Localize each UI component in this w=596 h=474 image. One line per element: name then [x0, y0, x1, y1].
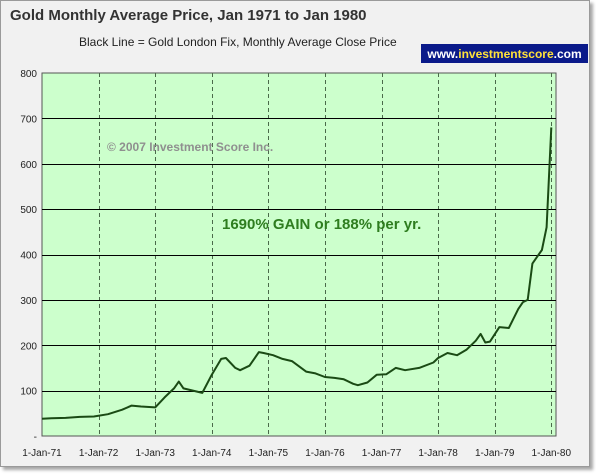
brand-highlight: investmentscore: [458, 46, 554, 61]
x-tick-label: 1-Jan-76: [305, 448, 345, 459]
brand-badge[interactable]: www. investmentscore .com: [421, 44, 588, 63]
x-tick-label: 1-Jan-80: [532, 448, 572, 459]
y-tick-label: 700: [20, 114, 37, 125]
chart-title: Gold Monthly Average Price, Jan 1971 to …: [10, 7, 367, 24]
y-tick-label: 500: [20, 205, 37, 216]
gain-annotation: 1690% GAIN or 188% per yr.: [222, 216, 421, 233]
copyright-watermark: © 2007 Investment Score Inc.: [107, 140, 273, 154]
x-tick-label: 1-Jan-77: [362, 448, 402, 459]
gold-price-line: [41, 127, 553, 420]
y-tick-label: -: [34, 432, 37, 443]
x-tick-label: 1-Jan-74: [192, 448, 232, 459]
plot-area: [41, 72, 557, 437]
x-tick-label: 1-Jan-78: [418, 448, 458, 459]
y-tick-label: 300: [20, 296, 37, 307]
x-tick-label: 1-Jan-79: [475, 448, 515, 459]
brand-suffix: .com: [553, 46, 582, 61]
y-tick-label: 400: [20, 251, 37, 262]
x-tick-label: 1-Jan-75: [249, 448, 289, 459]
brand-prefix: www.: [427, 46, 459, 61]
y-tick-label: 100: [20, 387, 37, 398]
x-tick-label: 1-Jan-73: [135, 448, 175, 459]
y-tick-label: 800: [20, 69, 37, 80]
y-tick-label: 600: [20, 160, 37, 171]
chart-subtitle: Black Line = Gold London Fix, Monthly Av…: [79, 35, 397, 49]
y-tick-label: 200: [20, 341, 37, 352]
x-tick-label: 1-Jan-72: [79, 448, 119, 459]
x-tick-label: 1-Jan-71: [22, 448, 62, 459]
